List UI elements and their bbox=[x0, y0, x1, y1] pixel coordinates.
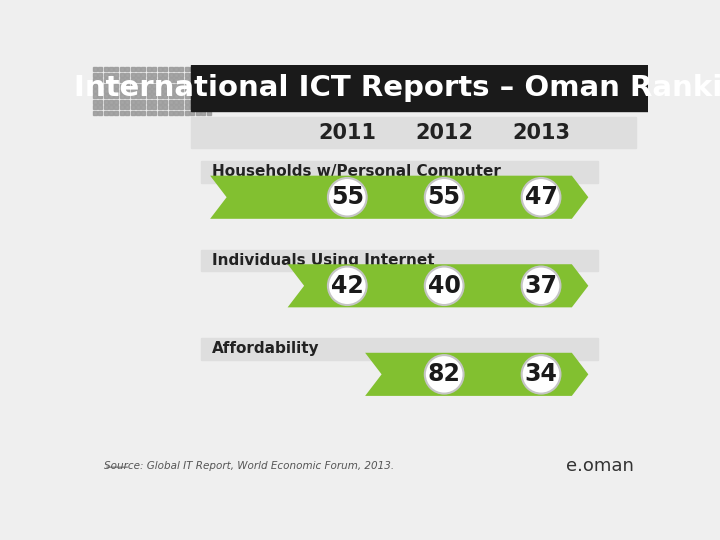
Polygon shape bbox=[287, 264, 588, 307]
Circle shape bbox=[328, 267, 366, 305]
Circle shape bbox=[328, 178, 366, 217]
Circle shape bbox=[522, 178, 560, 217]
Text: 42: 42 bbox=[331, 274, 364, 298]
Text: 2011: 2011 bbox=[318, 123, 377, 143]
Polygon shape bbox=[365, 353, 588, 396]
Text: Affordability: Affordability bbox=[212, 341, 319, 356]
Text: 82: 82 bbox=[428, 362, 461, 386]
Text: 34: 34 bbox=[525, 362, 557, 386]
Text: 47: 47 bbox=[525, 185, 557, 209]
Polygon shape bbox=[210, 176, 588, 219]
Bar bbox=[191, 65, 648, 111]
Text: 37: 37 bbox=[525, 274, 557, 298]
Text: Individuals Using Internet: Individuals Using Internet bbox=[212, 253, 434, 268]
Text: 40: 40 bbox=[428, 274, 461, 298]
Text: 55: 55 bbox=[428, 185, 461, 209]
Circle shape bbox=[425, 267, 464, 305]
Text: International ICT Reports – Oman Ranking: International ICT Reports – Oman Ranking bbox=[74, 74, 720, 102]
Text: Households w/Personal Computer: Households w/Personal Computer bbox=[212, 164, 500, 179]
Text: 2013: 2013 bbox=[512, 123, 570, 143]
Circle shape bbox=[522, 267, 560, 305]
Bar bbox=[201, 338, 598, 360]
Text: 2012: 2012 bbox=[415, 123, 473, 143]
Circle shape bbox=[425, 355, 464, 394]
Circle shape bbox=[522, 355, 560, 394]
Text: Source: Global IT Report, World Economic Forum, 2013.: Source: Global IT Report, World Economic… bbox=[104, 461, 394, 471]
Circle shape bbox=[425, 178, 464, 217]
Text: 55: 55 bbox=[330, 185, 364, 209]
Bar bbox=[191, 117, 636, 148]
Bar bbox=[201, 249, 598, 271]
Bar bbox=[201, 161, 598, 183]
Text: e.oman: e.oman bbox=[566, 457, 634, 475]
